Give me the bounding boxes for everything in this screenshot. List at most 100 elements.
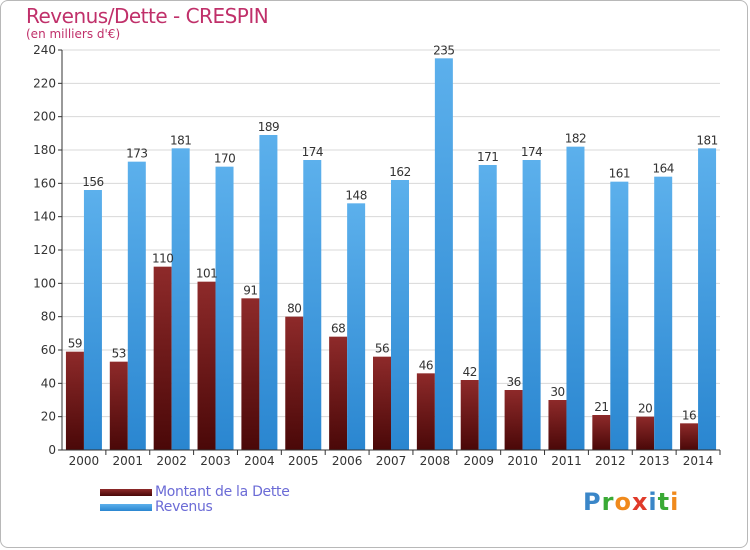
data-label-debt: 91 xyxy=(243,283,257,297)
x-tick-label: 2000 xyxy=(69,454,100,468)
bar-debt xyxy=(373,356,391,450)
bar-revenue xyxy=(478,165,497,450)
bar-revenue xyxy=(566,146,585,450)
bar-debt xyxy=(197,281,216,450)
bar-debt xyxy=(680,423,699,450)
bar-debt xyxy=(109,361,128,450)
x-tick-label: 2006 xyxy=(332,454,363,468)
bars xyxy=(65,58,717,451)
data-label-revenue: 164 xyxy=(652,162,673,176)
data-label-debt: 36 xyxy=(506,375,520,389)
y-tick-label: 60 xyxy=(41,343,56,357)
x-tick-label: 2012 xyxy=(595,454,626,468)
data-label-revenue: 148 xyxy=(345,188,366,202)
bar-debt xyxy=(592,415,611,450)
bar-revenue xyxy=(303,160,322,450)
data-label-revenue: 181 xyxy=(170,133,191,147)
bar-debt xyxy=(285,316,304,450)
bar-debt xyxy=(460,380,479,450)
bar-revenue xyxy=(698,148,717,451)
y-tick-label: 40 xyxy=(41,376,56,390)
bar-revenue xyxy=(522,160,541,450)
x-tick-label: 2009 xyxy=(463,454,494,468)
data-label-revenue: 181 xyxy=(696,133,717,147)
chart-title: Revenus/Dette - CRESPIN xyxy=(26,4,269,28)
proxiti-logo: Proxiti xyxy=(583,488,679,516)
y-tick-label: 180 xyxy=(33,143,56,157)
data-label-revenue: 156 xyxy=(82,175,103,189)
data-label-revenue: 174 xyxy=(302,145,323,159)
logo-letter: r xyxy=(601,488,615,516)
data-label-debt: 20 xyxy=(638,402,652,416)
y-tick-label: 80 xyxy=(41,310,56,324)
bar-revenue xyxy=(83,190,102,450)
y-tick-label: 160 xyxy=(33,176,56,190)
y-tick-label: 220 xyxy=(33,76,56,90)
bar-revenue xyxy=(391,180,409,450)
y-tick-label: 200 xyxy=(33,110,56,124)
legend-swatch-debt xyxy=(100,489,152,496)
x-tick-label: 2013 xyxy=(639,454,670,468)
data-label-debt: 80 xyxy=(287,302,301,316)
x-tick-label: 2008 xyxy=(420,454,451,468)
x-tick-label: 2007 xyxy=(376,454,407,468)
bar-debt xyxy=(65,351,84,450)
bar-revenue xyxy=(347,203,366,450)
data-label-debt: 101 xyxy=(196,267,217,281)
data-label-debt: 42 xyxy=(463,365,477,379)
data-label-revenue: 235 xyxy=(433,43,454,57)
data-label-revenue: 174 xyxy=(521,145,542,159)
bar-debt xyxy=(416,373,435,450)
legend-swatch-revenue xyxy=(100,504,152,511)
bar-revenue xyxy=(171,148,190,451)
logo-letter: i xyxy=(648,488,658,516)
data-label-debt: 68 xyxy=(331,322,345,336)
data-label-revenue: 189 xyxy=(258,120,279,134)
logo-letter: i xyxy=(670,488,680,516)
data-label-revenue: 162 xyxy=(389,165,410,179)
x-tick-label: 2011 xyxy=(551,454,582,468)
data-label-debt: 110 xyxy=(152,252,173,266)
bar-revenue xyxy=(654,176,673,450)
data-label-revenue: 161 xyxy=(609,167,630,181)
data-label-debt: 46 xyxy=(419,358,433,372)
y-tick-label: 120 xyxy=(33,243,56,257)
y-tick-label: 20 xyxy=(41,410,56,424)
data-label-debt: 59 xyxy=(68,337,82,351)
data-label-revenue: 173 xyxy=(126,147,147,161)
data-label-revenue: 171 xyxy=(477,150,498,164)
bar-revenue xyxy=(434,58,453,450)
bar-debt xyxy=(329,336,348,450)
legend-label-revenue: Revenus xyxy=(155,499,213,515)
x-tick-label: 2014 xyxy=(683,454,714,468)
legend-label-debt: Montant de la Dette xyxy=(155,484,290,500)
bar-revenue xyxy=(127,161,146,450)
bar-debt xyxy=(504,390,523,450)
data-labels: 59 156 53 173 110 181 101 170 91 189 80 174 68 148 56 1… xyxy=(68,43,718,422)
data-label-revenue: 182 xyxy=(565,132,586,146)
data-label-debt: 16 xyxy=(682,408,696,422)
data-label-debt: 53 xyxy=(112,347,126,361)
logo-letter: o xyxy=(614,488,632,516)
data-label-debt: 56 xyxy=(375,342,389,356)
bar-revenue xyxy=(610,181,629,450)
logo-letter: P xyxy=(583,488,602,516)
data-label-debt: 30 xyxy=(550,385,564,399)
x-tick-label: 2004 xyxy=(244,454,275,468)
data-label-revenue: 170 xyxy=(214,152,235,166)
bar-debt xyxy=(153,266,172,450)
x-tick-label: 2003 xyxy=(200,454,231,468)
x-tick-label: 2010 xyxy=(507,454,538,468)
x-tick-label: 2005 xyxy=(288,454,319,468)
logo-letter: t xyxy=(657,488,671,516)
logo-letter: x xyxy=(631,488,649,516)
bar-debt xyxy=(548,400,567,450)
y-tick-label: 100 xyxy=(33,276,56,290)
y-tick-label: 240 xyxy=(33,43,56,57)
bar-revenue xyxy=(215,166,234,450)
x-tick-label: 2001 xyxy=(113,454,144,468)
bar-debt xyxy=(636,416,655,450)
bar-debt xyxy=(241,298,260,450)
